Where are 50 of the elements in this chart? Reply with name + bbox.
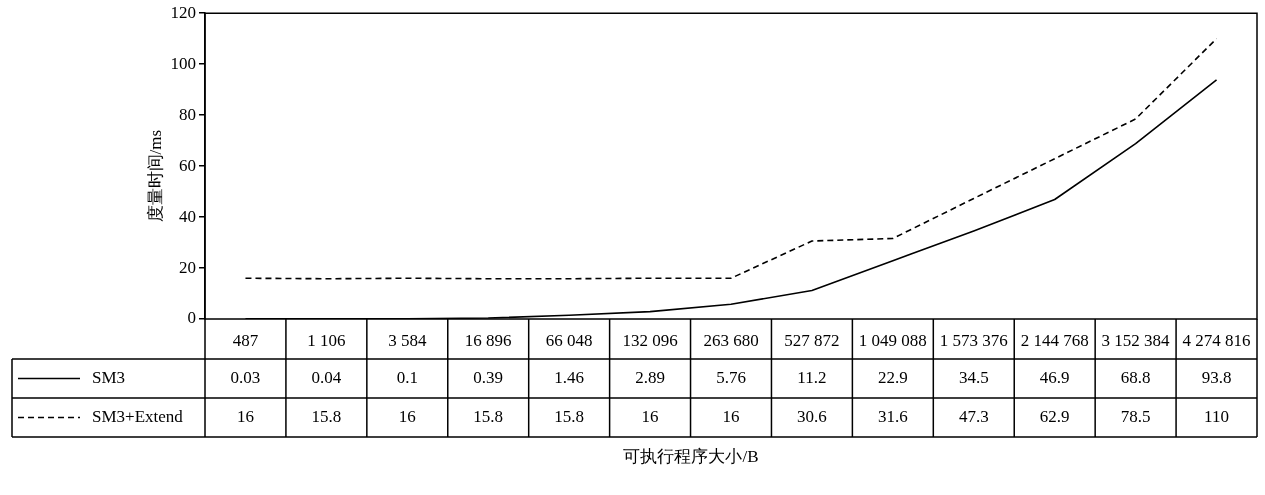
data-label: 0.03 [230,367,261,387]
data-label: 34.5 [958,367,989,387]
x-tick-label: 1 573 376 [939,330,1008,350]
y-tick-label: 60 [179,155,196,175]
data-label: 22.9 [877,367,908,387]
data-label: 0.04 [311,367,342,387]
data-label: 46.9 [1039,367,1070,387]
data-label: 16 [722,406,740,426]
x-tick-label: 16 896 [464,330,512,350]
data-label: 62.9 [1039,406,1070,426]
data-label: 0.39 [473,367,504,387]
y-tick-label: 20 [179,257,196,277]
y-tick-label: 100 [170,53,196,73]
y-axis-title: 度量时间/ms [146,129,166,223]
data-label: 15.8 [554,406,585,426]
data-label: 2.89 [635,367,665,387]
y-tick-label: 120 [170,2,196,22]
data-label: 78.5 [1120,406,1151,426]
data-label: 11.2 [797,367,827,387]
data-label: 5.76 [716,367,746,387]
data-label: 68.8 [1120,367,1151,387]
x-tick-label: 3 152 384 [1101,330,1171,350]
data-label: 16 [236,406,254,426]
x-tick-label: 487 [232,330,259,350]
data-label: 16 [641,406,659,426]
x-tick-label: 66 048 [545,330,593,350]
x-tick-label: 2 144 768 [1020,330,1089,350]
x-tick-label: 132 096 [622,330,678,350]
x-tick-label: 1 106 [307,330,346,350]
data-label: 15.8 [311,406,342,426]
data-label: 1.46 [554,367,585,387]
data-label: 30.6 [797,406,827,426]
data-label: 15.8 [473,406,504,426]
x-tick-label: 4 274 816 [1182,330,1251,350]
x-tick-label: 1 049 088 [858,330,927,350]
data-label: 0.1 [396,367,418,387]
data-label: 93.8 [1201,367,1232,387]
x-tick-label: 527 872 [784,330,840,350]
legend-label: SM3+Extend [92,406,184,426]
data-label: 110 [1204,406,1229,426]
data-label: 47.3 [958,406,989,426]
legend-label: SM3 [92,367,126,387]
x-tick-label: 263 680 [703,330,759,350]
y-tick-label: 80 [179,104,196,124]
data-label: 16 [398,406,416,426]
x-tick-label: 3 584 [388,330,427,350]
y-tick-label: 40 [179,206,196,226]
text: 可执行程序大小/B [623,447,759,467]
y-tick-label: 0 [187,308,196,328]
data-label: 31.6 [877,406,908,426]
